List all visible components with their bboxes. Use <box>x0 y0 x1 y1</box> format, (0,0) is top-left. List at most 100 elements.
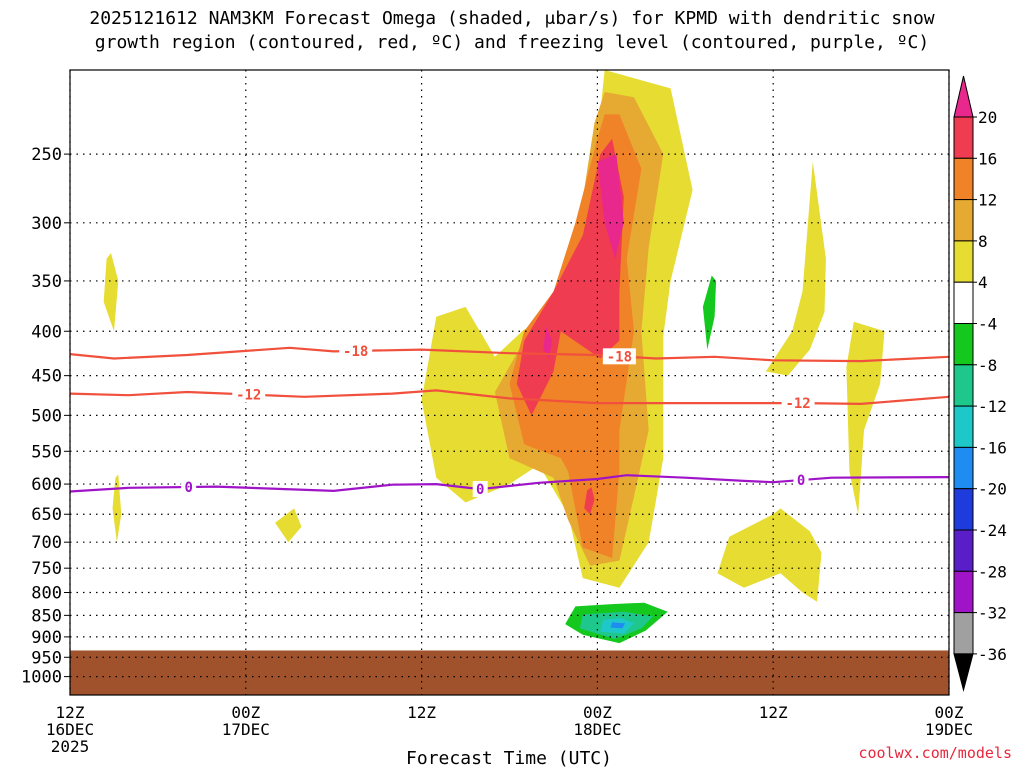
y-tick-label: 550 <box>31 442 62 462</box>
y-tick-label: 600 <box>31 475 62 495</box>
omega-region <box>765 161 826 376</box>
y-tick-label: 650 <box>31 505 62 525</box>
contour-label-background <box>793 472 809 489</box>
colorbar-label: -36 <box>978 645 1007 664</box>
y-tick-label: 450 <box>31 367 62 387</box>
contour-line <box>70 346 949 363</box>
y-tick-label: 1000 <box>21 668 62 688</box>
colorbar-label: -12 <box>978 397 1007 416</box>
x-tick-label: 17DEC <box>222 720 270 739</box>
colorbar-label: -4 <box>978 315 997 334</box>
y-tick-label: 400 <box>31 322 62 342</box>
colorbar-band <box>953 529 974 572</box>
contour-label-background <box>339 342 373 359</box>
y-tick-label: 700 <box>31 533 62 553</box>
omega-region <box>597 154 624 259</box>
y-axis-ticks: 2503003504004505005506006507007508008509… <box>21 145 70 688</box>
y-tick-label: 950 <box>31 648 62 668</box>
omega-region <box>275 508 302 543</box>
contour-label: 0 <box>797 473 805 489</box>
colorbar-label: -20 <box>978 480 1007 499</box>
colorbar-band <box>953 199 974 242</box>
colorbar-label: -24 <box>978 521 1007 540</box>
y-tick-label: 250 <box>31 145 62 165</box>
source-credit: coolwx.com/models <box>858 744 1012 762</box>
contour-label: 0 <box>476 482 484 498</box>
x-tick-label: 00Z <box>231 703 260 722</box>
x-tick-label: 12Z <box>759 703 788 722</box>
colorbar-label: -16 <box>978 438 1007 457</box>
y-tick-label: 500 <box>31 406 62 426</box>
plot-frame <box>69 69 950 696</box>
x-tick-label: 2025 <box>51 737 90 756</box>
chart-title-line-2: growth region (contoured, red, ºC) and f… <box>94 32 930 53</box>
y-tick-label: 900 <box>31 628 62 648</box>
contour-label-background <box>602 348 636 365</box>
y-tick-label: 350 <box>31 272 62 292</box>
colorbar-label: -8 <box>978 356 997 375</box>
colorbar-band <box>953 405 974 448</box>
colorbar-label: 16 <box>978 149 997 168</box>
omega-region <box>71 458 78 545</box>
contour-label: -18 <box>607 349 632 365</box>
colorbar-band <box>953 446 974 490</box>
x-tick-label: 16DEC <box>46 720 94 739</box>
colorbar-band <box>953 488 974 531</box>
x-tick-label: 12Z <box>407 703 436 722</box>
colorbar-label: 4 <box>978 273 988 292</box>
contour-line <box>70 474 949 493</box>
omega-region <box>610 622 626 629</box>
contour-label: -12 <box>785 396 810 412</box>
omega-region <box>487 97 525 139</box>
omega-region <box>702 275 717 350</box>
x-axis-label: Forecast Time (UTC) <box>406 748 612 768</box>
contour-label: -12 <box>236 388 261 404</box>
omega-region <box>103 253 119 332</box>
contour-label-background <box>232 386 266 403</box>
omega-region <box>543 326 552 359</box>
colorbar-top-arrow <box>953 75 974 118</box>
omega-region <box>846 321 885 515</box>
colorbar-label: 20 <box>978 108 997 127</box>
colorbar-label: 8 <box>978 232 988 251</box>
colorbar-band <box>953 240 974 283</box>
omega-region <box>112 474 122 543</box>
colorbar-band <box>953 612 974 655</box>
colorbar-band <box>953 364 974 407</box>
x-tick-label: 00Z <box>583 703 612 722</box>
colorbar-band <box>953 570 974 614</box>
ground-below-surface <box>70 650 949 695</box>
temperature-contours: -18 -18 -12 -12 0 0 0 <box>70 342 949 498</box>
chart-title-line-1: 2025121612 NAM3KM Forecast Omega (shaded… <box>89 8 935 29</box>
colorbar-label: -32 <box>978 604 1007 623</box>
contour-label: 0 <box>184 480 192 496</box>
x-tick-label: 12Z <box>56 703 85 722</box>
colorbar-band <box>953 157 974 201</box>
y-tick-label: 800 <box>31 584 62 604</box>
omega-region <box>663 419 690 491</box>
contour-label-background <box>472 481 488 498</box>
x-tick-label: 00Z <box>935 703 964 722</box>
omega-region <box>505 522 539 607</box>
omega-region <box>448 550 463 588</box>
x-tick-label: 19DEC <box>925 720 973 739</box>
omega-shaded-regions <box>71 70 885 646</box>
colorbar-band <box>953 323 974 366</box>
colorbar-legend: 20 16 12 8 4 -4 -8 -12 -16 -20 -24 -28 -32 -36 <box>953 75 1007 692</box>
omega-region <box>717 508 822 602</box>
omega-region <box>272 235 293 312</box>
y-tick-label: 850 <box>31 606 62 626</box>
contour-label-background <box>181 478 197 495</box>
omega-region <box>770 430 818 497</box>
colorbar-label: 12 <box>978 191 997 210</box>
colorbar-label: -28 <box>978 562 1007 581</box>
omega-region <box>584 487 595 515</box>
contour-label: -18 <box>343 344 368 360</box>
colorbar-bottom-arrow <box>953 653 974 692</box>
x-tick-label: 18DEC <box>573 720 621 739</box>
y-tick-label: 300 <box>31 214 62 234</box>
y-tick-label: 750 <box>31 559 62 579</box>
omega-region <box>311 210 324 276</box>
